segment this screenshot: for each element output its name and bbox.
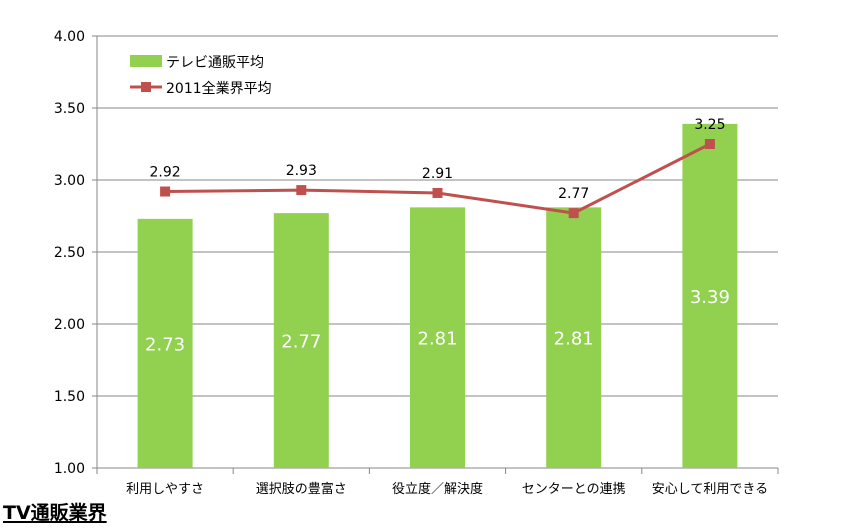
y-tick-label-5: 3.50 bbox=[54, 101, 85, 117]
y-tick-label-3: 2.50 bbox=[54, 245, 85, 261]
bar-3 bbox=[546, 207, 602, 469]
y-tick-label-0: 1.00 bbox=[54, 461, 85, 477]
bar-value-label-3: 2.81 bbox=[554, 329, 594, 350]
line-marker-1 bbox=[296, 185, 307, 196]
bar-0 bbox=[137, 218, 193, 468]
footer-title: TV通販業界 bbox=[3, 502, 107, 524]
legend-label-bar: テレビ通販平均 bbox=[166, 55, 264, 71]
y-tick-label-6: 4.00 bbox=[54, 29, 85, 45]
x-category-label-0: 利用しやすさ bbox=[126, 482, 204, 497]
line-marker-4 bbox=[704, 139, 715, 149]
y-tick-label-1: 1.50 bbox=[54, 389, 85, 405]
line-value-label-3: 2.77 bbox=[558, 186, 589, 202]
legend-swatch-bar bbox=[130, 55, 162, 67]
line-value-label-4: 3.25 bbox=[694, 117, 725, 133]
x-category-label-4: 安心して利用できる bbox=[652, 482, 768, 497]
line-marker-2 bbox=[432, 187, 443, 198]
x-category-label-1: 選択肢の豊富さ bbox=[256, 481, 347, 497]
bar-1 bbox=[273, 213, 329, 468]
line-value-label-1: 2.93 bbox=[286, 163, 317, 179]
bar-2 bbox=[410, 207, 465, 469]
line-marker-0 bbox=[160, 186, 171, 197]
y-tick-label-4: 3.00 bbox=[54, 173, 85, 189]
legend-swatch-marker bbox=[141, 82, 151, 92]
line-value-label-0: 2.92 bbox=[150, 165, 181, 181]
bar-value-label-2: 2.81 bbox=[417, 329, 457, 350]
legend-label-line: 2011全業界平均 bbox=[166, 80, 272, 97]
bar-value-label-1: 2.77 bbox=[281, 332, 321, 353]
line-marker-3 bbox=[568, 208, 579, 219]
x-category-label-3: センターとの連携 bbox=[522, 481, 626, 497]
x-category-label-2: 役立度／解決度 bbox=[392, 481, 483, 497]
line-value-label-2: 2.91 bbox=[422, 166, 453, 182]
bar-4 bbox=[682, 123, 738, 468]
bar-value-label-4: 3.39 bbox=[690, 287, 730, 308]
y-tick-label-2: 2.00 bbox=[54, 317, 85, 333]
bar-value-label-0: 2.73 bbox=[145, 334, 185, 355]
